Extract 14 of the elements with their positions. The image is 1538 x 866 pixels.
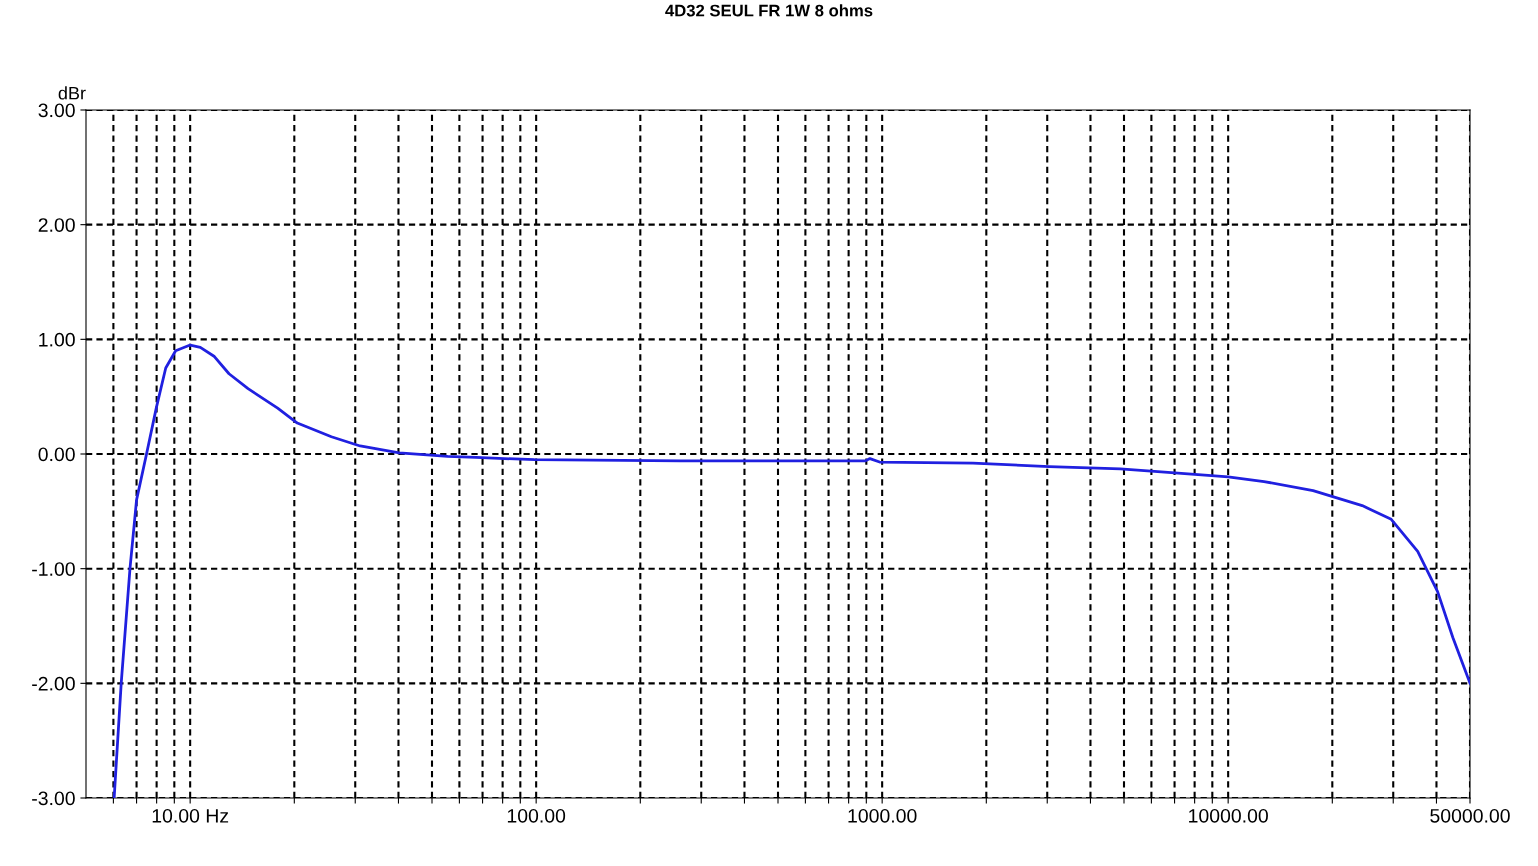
chart-title: 4D32 SEUL FR 1W 8 ohms <box>665 4 873 17</box>
y-tick-label: 1.00 <box>39 332 75 347</box>
y-tick-label: 2.00 <box>38 218 75 232</box>
y-tick-label: 0.00 <box>38 447 75 462</box>
x-tick-label: 100.00 <box>507 808 566 823</box>
x-tick-label: 10.00 Hz <box>152 808 229 823</box>
y-tick-label: -1.00 <box>32 562 75 576</box>
x-tick-label: 1000.00 <box>848 808 917 823</box>
x-tick-label: 10000.00 <box>1189 808 1268 823</box>
y-tick-label: -3.00 <box>32 791 75 806</box>
y-tick-label: -2.00 <box>32 676 75 691</box>
x-tick-label: 50000.00 <box>1430 808 1510 823</box>
y-axis-title: dBr <box>58 86 86 100</box>
y-tick-label: 3.00 <box>38 103 75 118</box>
